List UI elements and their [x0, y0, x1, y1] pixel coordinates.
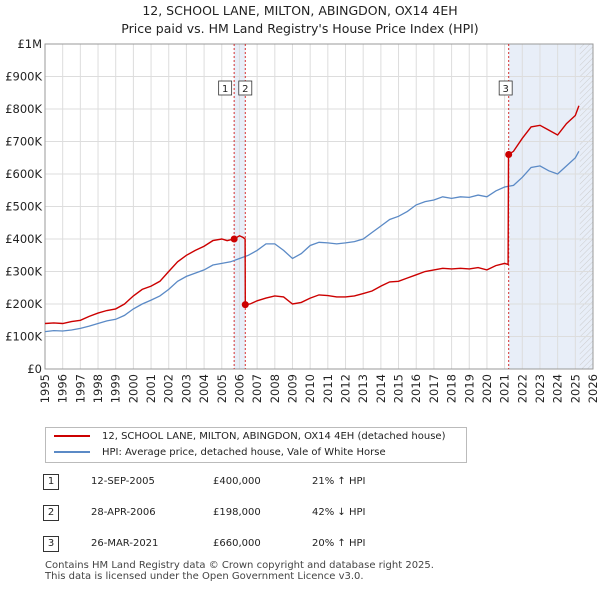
- x-tick-label: 2013: [356, 374, 370, 403]
- sale-hpi-change: 42% ↓ HPI: [312, 507, 366, 518]
- sale-date: 28-APR-2006: [91, 507, 156, 518]
- x-tick-label: 2022: [515, 374, 529, 403]
- y-tick-label: £400K: [5, 232, 42, 246]
- y-tick-label: £700K: [5, 135, 42, 149]
- x-tick-label: 2023: [533, 374, 547, 403]
- x-tick-label: 2008: [268, 374, 282, 403]
- x-tick-label: 2018: [445, 374, 459, 403]
- y-tick-label: £100K: [5, 330, 42, 344]
- x-tick-label: 2017: [427, 374, 441, 403]
- sale-label-text: 2: [242, 84, 248, 95]
- sale-date: 26-MAR-2021: [91, 538, 159, 549]
- x-tick-label: 1995: [38, 374, 52, 403]
- title-line-1: 12, SCHOOL LANE, MILTON, ABINGDON, OX14 …: [142, 3, 458, 18]
- sale-label-box: [218, 80, 233, 96]
- y-tick-label: £0: [27, 362, 42, 376]
- x-tick-label: 1996: [56, 374, 70, 403]
- sale-price: £198,000: [213, 507, 261, 518]
- x-tick-label: 2016: [409, 374, 423, 403]
- x-tick-label: 2004: [197, 374, 211, 403]
- legend-label-property: 12, SCHOOL LANE, MILTON, ABINGDON, OX14 …: [102, 431, 446, 442]
- x-tick-label: 2026: [586, 374, 600, 403]
- footer: Contains HM Land Registry data © Crown c…: [45, 560, 434, 582]
- hpi-line: [44, 150, 580, 333]
- sale-badge: 3: [43, 536, 59, 552]
- x-tick-label: 2002: [162, 374, 176, 403]
- x-tick-label: 2001: [144, 374, 158, 403]
- sale-badge: 2: [43, 505, 59, 521]
- sale-hpi-change: 20% ↑ HPI: [312, 538, 366, 549]
- x-tick-label: 2009: [285, 374, 299, 403]
- x-tick-label: 2006: [232, 374, 246, 403]
- sale-hpi-change: 21% ↑ HPI: [312, 476, 366, 487]
- sale-label-text: 3: [502, 84, 508, 95]
- x-tick-label: 2007: [250, 374, 264, 403]
- chart-title: 12, SCHOOL LANE, MILTON, ABINGDON, OX14 …: [0, 2, 600, 38]
- sale-badge: 1: [43, 474, 59, 490]
- y-tick-label: £300K: [5, 265, 42, 279]
- legend: 12, SCHOOL LANE, MILTON, ABINGDON, OX14 …: [45, 427, 467, 463]
- legend-swatch-hpi: [54, 451, 90, 453]
- footer-line-2: This data is licensed under the Open Gov…: [45, 571, 364, 582]
- y-tick-label: £1M: [17, 37, 42, 51]
- footer-line-1: Contains HM Land Registry data © Crown c…: [45, 560, 434, 571]
- x-tick-label: 2003: [179, 374, 193, 403]
- x-tick-label: 2011: [321, 374, 335, 403]
- legend-swatch-property: [54, 435, 90, 437]
- y-tick-label: £800K: [5, 102, 42, 116]
- legend-item-hpi: HPI: Average price, detached house, Vale…: [54, 445, 386, 461]
- x-tick-label: 2024: [551, 374, 565, 403]
- sale-label-box: [238, 80, 253, 96]
- legend-label-hpi: HPI: Average price, detached house, Vale…: [102, 447, 386, 458]
- title-line-2: Price paid vs. HM Land Registry's House …: [121, 21, 479, 36]
- y-tick-label: £200K: [5, 297, 42, 311]
- x-tick-label: 2019: [462, 374, 476, 403]
- sale-price: £400,000: [213, 476, 261, 487]
- plot-frame: [44, 43, 594, 370]
- x-tick-label: 1999: [109, 374, 123, 403]
- x-tick-label: 1997: [73, 374, 87, 403]
- y-tick-label: £600K: [5, 167, 42, 181]
- sale-point: [505, 151, 513, 158]
- x-tick-label: 2010: [303, 374, 317, 403]
- x-tick-label: 2015: [392, 374, 406, 403]
- sale-label-text: 1: [222, 84, 228, 95]
- legend-item-property: 12, SCHOOL LANE, MILTON, ABINGDON, OX14 …: [54, 429, 446, 445]
- property-price-line: [44, 105, 580, 325]
- x-tick-label: 2012: [339, 374, 353, 403]
- x-tick-label: 1998: [91, 374, 105, 403]
- price-chart: 1 2 3 £0 £100K £200K £300K £400K £500K £600K £700K…: [5, 37, 600, 403]
- x-tick-label: 2005: [215, 374, 229, 403]
- x-tick-label: 2000: [126, 374, 140, 403]
- x-tick-label: 2021: [498, 374, 512, 403]
- y-tick-label: £900K: [5, 70, 42, 84]
- x-tick-label: 2020: [480, 374, 494, 403]
- sale-point: [230, 235, 238, 243]
- y-tick-label: £500K: [5, 200, 42, 214]
- sale-label-box: [498, 80, 513, 96]
- sale-point: [241, 301, 249, 309]
- x-tick-label: 2014: [374, 374, 388, 403]
- x-tick-label: 2025: [568, 374, 582, 403]
- sale-date: 12-SEP-2005: [91, 476, 155, 487]
- sale-price: £660,000: [213, 538, 261, 549]
